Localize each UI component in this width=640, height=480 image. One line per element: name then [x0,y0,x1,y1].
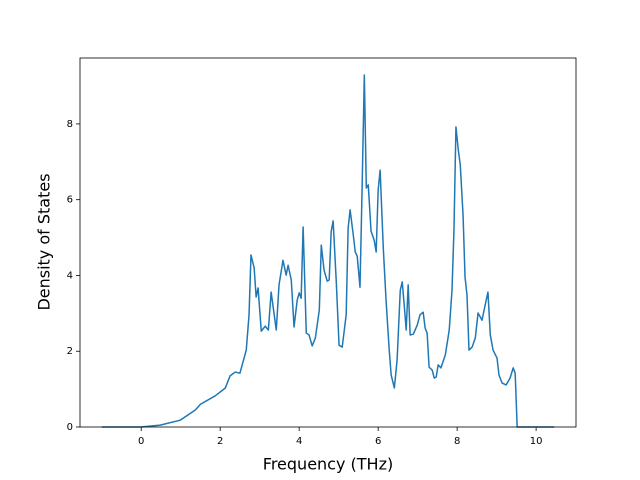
y-tick-label: 8 [67,119,73,130]
y-tick-label: 2 [67,346,73,357]
x-tick-label: 4 [296,436,302,447]
y-tick-label: 0 [67,422,73,433]
y-tick-label: 4 [67,270,73,281]
x-tick-label: 10 [530,436,543,447]
y-axis-label: Density of States [35,173,54,310]
x-tick-label: 8 [454,436,460,447]
x-tick-label: 6 [375,436,381,447]
x-axis-label: Frequency (THz) [263,455,393,474]
y-tick-label: 6 [67,195,73,206]
x-tick-label: 0 [138,436,144,447]
x-tick-label: 2 [217,436,223,447]
data-line [101,74,555,428]
plot-frame [79,57,577,428]
